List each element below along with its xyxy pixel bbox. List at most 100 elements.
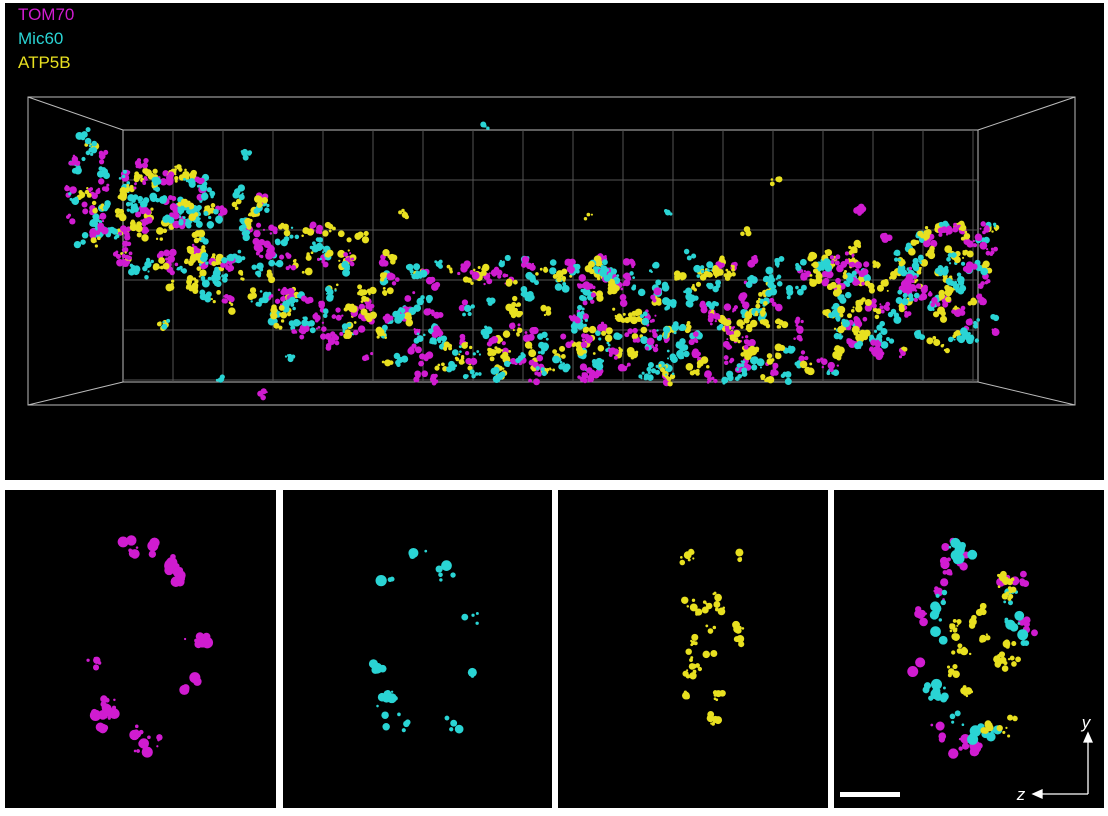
particle — [626, 362, 631, 367]
particle — [943, 686, 946, 690]
particle — [335, 314, 342, 321]
particle — [883, 236, 888, 240]
particle — [723, 355, 729, 361]
particle — [761, 307, 766, 312]
particle — [836, 288, 841, 293]
particle — [154, 186, 161, 192]
particle — [664, 375, 668, 379]
particle — [590, 299, 595, 304]
particle — [508, 350, 512, 353]
particle — [967, 733, 979, 745]
particle — [502, 261, 505, 264]
particle — [1007, 586, 1012, 591]
particle — [707, 316, 714, 323]
particle — [836, 364, 840, 367]
particle — [648, 269, 652, 273]
particle — [201, 245, 206, 250]
particle — [745, 327, 748, 331]
particle — [527, 294, 532, 299]
particle — [951, 720, 955, 724]
particle — [381, 324, 388, 331]
particle — [471, 373, 476, 379]
particle — [706, 282, 711, 288]
particle — [164, 561, 174, 571]
particle — [627, 350, 634, 358]
particle — [830, 281, 837, 289]
particle — [900, 269, 908, 277]
particle — [278, 325, 283, 330]
particle — [98, 150, 104, 156]
particle — [974, 338, 980, 343]
particle — [213, 274, 220, 282]
particle — [358, 289, 365, 296]
particle — [658, 364, 662, 368]
particle — [117, 194, 122, 200]
particle — [188, 178, 196, 186]
particle — [820, 261, 823, 265]
particle — [156, 227, 164, 235]
particle — [677, 353, 684, 360]
particle — [908, 293, 914, 299]
particle — [1023, 616, 1031, 624]
particle — [175, 570, 186, 581]
particle — [641, 371, 645, 375]
particle — [993, 327, 997, 331]
particle — [834, 260, 840, 266]
particle — [740, 299, 745, 304]
particle — [545, 311, 550, 316]
particle — [122, 240, 129, 247]
particle — [654, 369, 661, 375]
particle — [562, 282, 567, 286]
particle — [864, 280, 871, 287]
particle — [1003, 600, 1007, 604]
particle — [940, 578, 949, 587]
particle — [173, 224, 177, 228]
particle — [332, 339, 335, 342]
particle — [212, 300, 216, 304]
particle — [901, 298, 909, 306]
particle — [497, 274, 502, 279]
particle — [193, 212, 199, 217]
particle — [241, 277, 245, 281]
particle — [800, 272, 807, 279]
particle — [159, 265, 164, 270]
particle — [942, 301, 949, 308]
particle — [520, 285, 528, 293]
panel-tom70 — [5, 490, 276, 808]
particle — [360, 329, 364, 333]
particle — [403, 312, 412, 320]
particle — [323, 309, 329, 315]
particle — [829, 255, 835, 260]
particle — [291, 354, 296, 359]
particle — [200, 275, 206, 281]
particle — [686, 669, 689, 672]
particle — [339, 331, 344, 336]
particle — [944, 288, 953, 297]
particle — [991, 230, 994, 233]
particle — [630, 261, 636, 267]
particle — [737, 557, 743, 563]
particle — [640, 326, 648, 334]
particle — [517, 355, 524, 361]
particle — [129, 202, 134, 206]
particle — [956, 272, 962, 277]
particle — [113, 698, 116, 702]
particle — [184, 168, 187, 172]
particle — [199, 269, 207, 277]
particle — [556, 276, 562, 283]
particle — [972, 239, 976, 243]
particle — [413, 376, 420, 383]
particle — [391, 281, 397, 286]
particle — [685, 363, 694, 371]
particle — [979, 241, 988, 250]
particle — [686, 324, 692, 330]
particle — [321, 321, 325, 324]
particle — [521, 255, 530, 264]
particle — [769, 287, 778, 296]
particle — [995, 229, 998, 232]
particle — [133, 173, 141, 181]
particle — [486, 278, 493, 285]
particle — [952, 226, 959, 233]
particle — [535, 272, 539, 276]
particle — [549, 259, 557, 266]
